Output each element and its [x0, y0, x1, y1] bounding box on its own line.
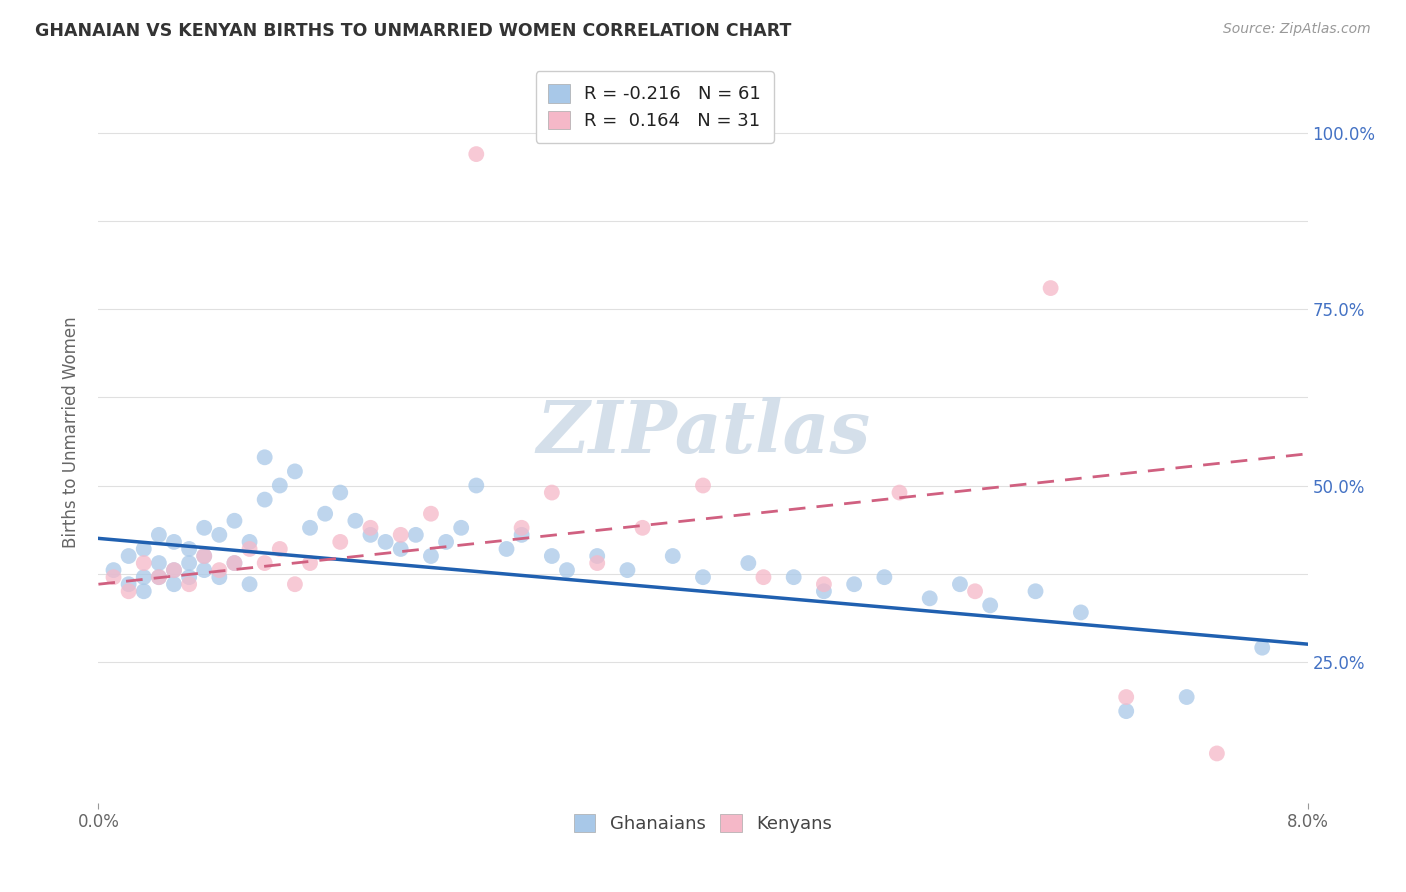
Point — [631, 521, 654, 535]
Point — [586, 549, 609, 563]
Point — [1070, 606, 1092, 620]
Point — [752, 570, 775, 584]
Text: Source: ZipAtlas.com: Source: ZipAtlas.com — [1223, 22, 1371, 37]
Point — [314, 507, 336, 521]
Point — [465, 147, 488, 161]
Point — [1039, 281, 1062, 295]
Point — [239, 541, 262, 556]
Point — [374, 535, 396, 549]
Point — [329, 485, 352, 500]
Point — [193, 549, 215, 563]
Point — [540, 549, 562, 563]
Point — [148, 570, 170, 584]
Legend: Ghanaians, Kenyans: Ghanaians, Kenyans — [561, 801, 845, 846]
Point — [450, 521, 472, 535]
Point — [193, 549, 215, 563]
Point — [360, 521, 382, 535]
Point — [813, 577, 835, 591]
Point — [132, 556, 155, 570]
Point — [434, 535, 457, 549]
Point — [616, 563, 638, 577]
Point — [253, 450, 276, 465]
Point — [465, 478, 488, 492]
Point — [224, 556, 246, 570]
Point — [949, 577, 972, 591]
Point — [208, 563, 231, 577]
Point — [163, 535, 186, 549]
Point — [783, 570, 806, 584]
Point — [1115, 704, 1137, 718]
Point — [269, 478, 291, 492]
Point — [1025, 584, 1047, 599]
Point — [132, 541, 155, 556]
Point — [873, 570, 896, 584]
Point — [163, 563, 186, 577]
Point — [299, 556, 322, 570]
Point — [389, 541, 412, 556]
Point — [692, 478, 714, 492]
Point — [148, 556, 170, 570]
Point — [163, 577, 186, 591]
Point — [329, 535, 352, 549]
Point — [344, 514, 367, 528]
Point — [510, 521, 533, 535]
Point — [224, 514, 246, 528]
Point — [118, 549, 141, 563]
Point — [918, 591, 941, 606]
Y-axis label: Births to Unmarried Women: Births to Unmarried Women — [62, 317, 80, 549]
Point — [405, 528, 427, 542]
Point — [965, 584, 987, 599]
Point — [148, 528, 170, 542]
Point — [193, 563, 215, 577]
Point — [239, 577, 262, 591]
Point — [813, 584, 835, 599]
Point — [179, 577, 201, 591]
Point — [118, 584, 141, 599]
Point — [979, 599, 1001, 613]
Point — [179, 556, 201, 570]
Point — [737, 556, 759, 570]
Point — [389, 528, 412, 542]
Point — [118, 577, 141, 591]
Point — [1175, 690, 1198, 704]
Point — [253, 492, 276, 507]
Point — [420, 507, 443, 521]
Point — [586, 556, 609, 570]
Point — [360, 528, 382, 542]
Point — [510, 528, 533, 542]
Point — [253, 556, 276, 570]
Point — [224, 556, 246, 570]
Point — [284, 577, 307, 591]
Point — [889, 485, 911, 500]
Text: ZIPatlas: ZIPatlas — [536, 397, 870, 468]
Point — [692, 570, 714, 584]
Point — [179, 541, 201, 556]
Point — [148, 570, 170, 584]
Point — [284, 464, 307, 478]
Point — [495, 541, 517, 556]
Point — [103, 563, 125, 577]
Point — [208, 528, 231, 542]
Point — [163, 563, 186, 577]
Point — [208, 570, 231, 584]
Point — [239, 535, 262, 549]
Text: GHANAIAN VS KENYAN BIRTHS TO UNMARRIED WOMEN CORRELATION CHART: GHANAIAN VS KENYAN BIRTHS TO UNMARRIED W… — [35, 22, 792, 40]
Point — [661, 549, 683, 563]
Point — [299, 521, 322, 535]
Point — [540, 485, 562, 500]
Point — [193, 521, 215, 535]
Point — [420, 549, 443, 563]
Point — [132, 584, 155, 599]
Point — [132, 570, 155, 584]
Point — [1115, 690, 1137, 704]
Point — [1251, 640, 1274, 655]
Point — [1206, 747, 1229, 761]
Point — [179, 570, 201, 584]
Point — [103, 570, 125, 584]
Point — [555, 563, 578, 577]
Point — [844, 577, 866, 591]
Point — [269, 541, 291, 556]
